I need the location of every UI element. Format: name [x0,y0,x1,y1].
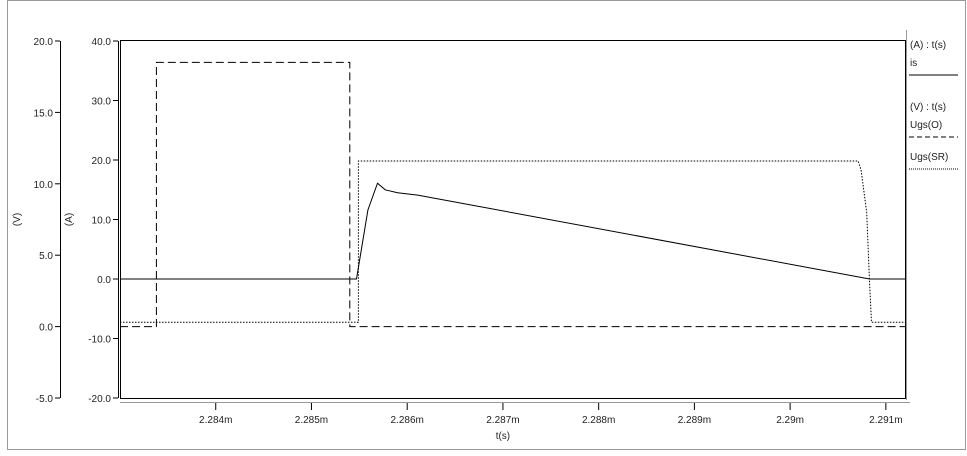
y-tick-label-A: 10.0 [92,216,112,227]
y-axis-label-A: (A) [64,213,75,226]
x-tick-label: 2.284m [199,415,232,426]
legend-entry-label: is [910,58,917,69]
y-tick-label-V: 10.0 [34,180,54,191]
x-tick-label: 2.286m [391,415,424,426]
x-tick-label: 2.288m [582,415,615,426]
y-tick-label-A: 20.0 [92,156,112,167]
x-tick-label: 2.29m [776,415,804,426]
series-line-ugso [120,61,905,328]
y-tick-label-A: 0.0 [97,275,111,286]
y-axis-label-V: (V) [12,213,23,226]
series-line-ugssr [120,160,905,323]
y-tick-label-A: -10.0 [88,335,111,346]
plot-area [120,40,906,399]
legend-entry-label: Ugs(SR) [910,152,948,163]
outer-frame [7,0,966,450]
y-tick-label-A: 30.0 [92,97,112,108]
x-tick-label: 2.285m [295,415,328,426]
y-tick-label-V: 20.0 [34,37,54,48]
x-axis-label: t(s) [496,431,510,442]
y-tick-label-V: 0.0 [39,323,53,334]
series-line-is [120,182,905,280]
legend-group-header: (A) : t(s) [910,40,946,51]
x-tick-label: 2.291m [869,415,902,426]
y-tick-label-A: 40.0 [92,37,112,48]
legend-group-header: (V) : t(s) [910,102,946,113]
y-tick-label-V: 5.0 [39,251,53,262]
y-tick-label-V: 15.0 [34,108,54,119]
y-tick-label-A: -20.0 [88,394,111,405]
x-tick-label: 2.289m [678,415,711,426]
legend-entry-label: Ugs(O) [910,120,942,131]
x-tick-label: 2.287m [486,415,519,426]
y-tick-label-V: -5.0 [36,394,54,405]
